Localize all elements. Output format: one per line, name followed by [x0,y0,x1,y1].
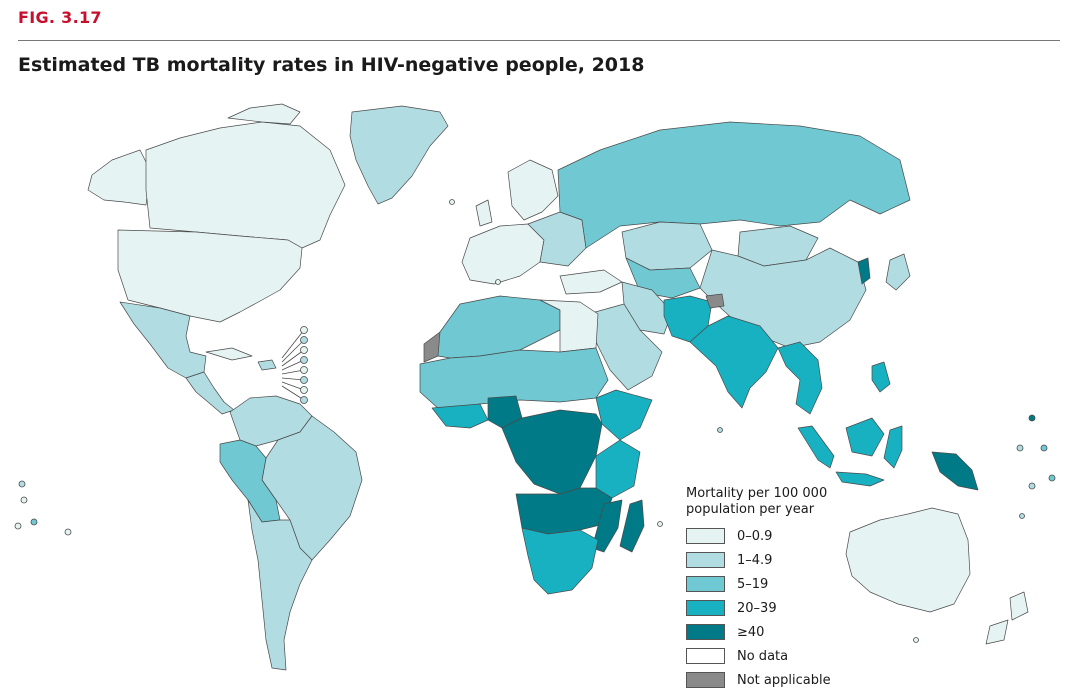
region-north-africa [437,295,561,359]
legend-swatch [686,648,725,664]
map-title: Estimated TB mortality rates in HIV-nega… [18,54,645,76]
legend-item: 1–4.9 [686,548,831,572]
region-central-america [185,371,235,415]
region-kashmir [705,293,725,309]
legend-label: 20–39 [737,600,777,616]
region-east-africa [595,439,641,499]
legend-item: No data [686,644,831,668]
region-cuba [205,347,253,361]
legend-label: 5–19 [737,576,769,592]
legend-item: 20–39 [686,596,831,620]
region-new-zealand [985,591,1029,645]
region-greenland [349,105,449,205]
figure-number: FIG. 3.17 [18,8,102,27]
legend-item: 0–0.9 [686,524,831,548]
region-central-africa [501,409,603,495]
region-philippines [871,361,891,393]
region-india [689,315,779,409]
region-canada [145,121,346,249]
legend-label: 1–4.9 [737,552,773,568]
region-gulf-of-guinea [431,403,489,429]
legend-swatch [686,576,725,592]
region-russia [557,121,911,249]
small-island-markers [14,199,1056,643]
region-australia [845,507,971,613]
legend-item: Not applicable [686,668,831,692]
header-divider [18,40,1060,41]
region-sumatra [797,425,835,469]
region-scandinavia [507,159,559,221]
region-turkey [559,269,623,295]
legend-title-line-2: population per year [686,502,815,517]
legend-item: ≥40 [686,620,831,644]
legend-label: ≥40 [737,624,765,640]
region-papua-new-guinea [931,451,979,491]
region-mexico [119,301,207,379]
region-japan [885,253,911,291]
region-alaska [87,149,151,206]
region-madagascar [619,499,645,553]
region-mozambique [591,499,623,553]
region-java [835,471,885,487]
legend-label: No data [737,648,789,664]
region-korea-peninsula [857,257,871,285]
legend-title: Mortality per 100 000 population per yea… [686,486,831,518]
legend-swatch [686,552,725,568]
region-myanmar-indochina [777,341,823,415]
region-horn-of-africa [595,389,653,441]
legend-swatch [686,528,725,544]
region-peru-bolivia [219,439,281,523]
map-legend: Mortality per 100 000 population per yea… [686,486,831,692]
legend-swatch [686,624,725,640]
region-sulawesi [883,425,903,469]
legend-swatch [686,672,725,688]
legend-item: 5–19 [686,572,831,596]
legend-label: Not applicable [737,672,831,688]
region-arabian-peninsula [587,303,663,391]
legend-swatch [686,600,725,616]
region-arctic-islands [227,103,301,125]
region-borneo [845,417,885,457]
region-hispaniola [257,359,277,371]
region-southern-africa [521,527,599,595]
region-argentina-chile [247,499,313,671]
region-uk [475,199,493,227]
region-western-europe [461,223,545,285]
region-usa [117,229,303,323]
legend-title-line-1: Mortality per 100 000 [686,486,828,501]
legend-label: 0–0.9 [737,528,773,544]
